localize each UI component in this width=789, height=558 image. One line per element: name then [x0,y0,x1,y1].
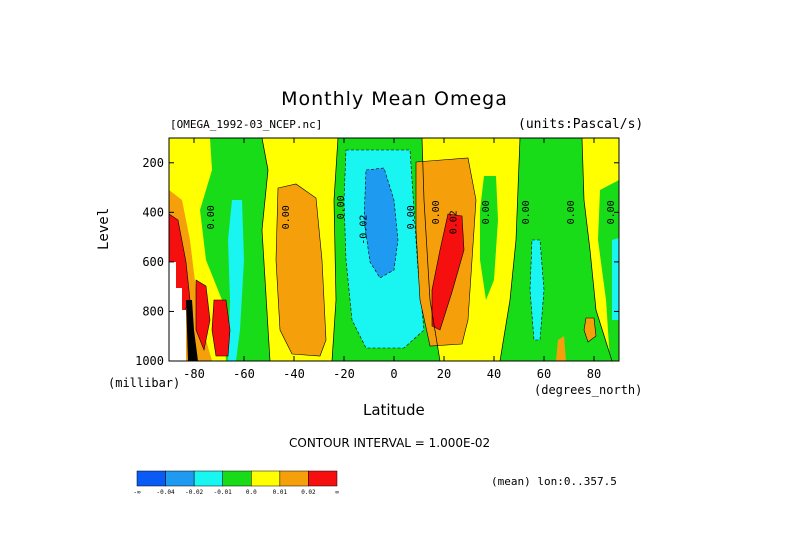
x-tick-label: 60 [537,367,551,381]
y-axis-unit: (millibar) [108,376,181,390]
colorbar-swatch [136,470,166,487]
chart-title: Monthly Mean Omega [281,88,508,110]
contour-region [363,167,399,279]
colorbar-swatch [308,470,338,487]
x-tick-label: 40 [487,367,501,381]
contour-label: 0.00 [206,205,217,229]
contour-region [186,300,198,361]
contour-line [421,138,441,361]
x-tick-label: 20 [437,367,451,381]
contour-region [195,279,211,352]
contour-interval-label: CONTOUR INTERVAL = 1.000E-02 [289,436,491,450]
contour-line [499,138,521,361]
colorbar-label: -0.01 [214,489,232,496]
y-tick-label: 200 [142,156,164,170]
contour-region [228,200,244,361]
contour-label: 0.02 [449,210,460,234]
colorbar-label: 0.02 [301,489,316,496]
contour-line [261,138,271,361]
contour-region [275,183,327,357]
x-tick-label: 0 [390,367,397,381]
x-tick-label: -20 [333,367,355,381]
x-tick-label: -80 [183,367,205,381]
y-tick-label: 600 [142,255,164,269]
colorbar-label: -0.02 [185,489,203,496]
x-axis: -80 -60 -40 -20 0 20 40 60 80 [183,138,601,381]
x-tick-label: -60 [233,367,255,381]
x-tick-label: -40 [283,367,305,381]
y-tick-label: 400 [142,205,164,219]
colorbar-swatch [279,470,309,487]
contour-label: 0.00 [431,200,442,224]
colorbar-swatch [193,470,223,487]
contour-label: 0.00 [521,200,532,224]
contour-region [529,239,545,341]
contour-label: 0.00 [481,200,492,224]
x-axis-label: Latitude [363,401,425,419]
contour-label: 0.00 [336,195,347,219]
contour-line [331,138,339,361]
contour-label: 0.00 [566,200,577,224]
missing-data-region [169,262,186,361]
contour-label: 0.00 [606,200,617,224]
colorbar-swatch [251,470,281,487]
colorbar-label: -∞ [133,489,141,496]
contour-region [556,336,566,361]
contour-label: 0.00 [281,205,292,229]
contour-label: 0.00 [406,205,417,229]
units-label: (units:Pascal/s) [518,117,644,132]
contour-region [500,138,612,361]
contour-field [169,138,619,361]
contour-region [583,317,597,343]
y-tick-label: 1000 [135,354,164,368]
colorbar: -∞ -0.04 -0.02 -0.01 0.0 0.01 0.02 ∞ [133,470,339,496]
contour-label: -0.02 [359,215,370,245]
colorbar-swatch [165,470,195,487]
x-tick-label: 80 [587,367,601,381]
contour-line [581,138,613,361]
contour-region [612,238,619,320]
y-axis: 200 400 600 800 1000 [135,156,619,368]
dataset-label: [OMEGA_1992-03_NCEP.nc] [170,118,323,131]
colorbar-label: ∞ [335,489,339,496]
colorbar-label: 0.01 [273,489,288,496]
x-axis-unit: (degrees_north) [534,383,643,397]
mean-footer-label: (mean) lon:0..357.5 [491,475,617,488]
contour-region [431,213,465,331]
colorbar-label: -0.04 [157,489,175,496]
contour-region [211,299,231,357]
contour-region [480,176,498,300]
contour-labels: 0.00 0.00 0.00 0.00 -0.02 0.00 0.02 0.00 0.00 0.0… [206,195,617,244]
colorbar-swatch [222,470,252,487]
colorbar-label: 0.0 [246,489,257,496]
y-tick-label: 800 [142,304,164,318]
